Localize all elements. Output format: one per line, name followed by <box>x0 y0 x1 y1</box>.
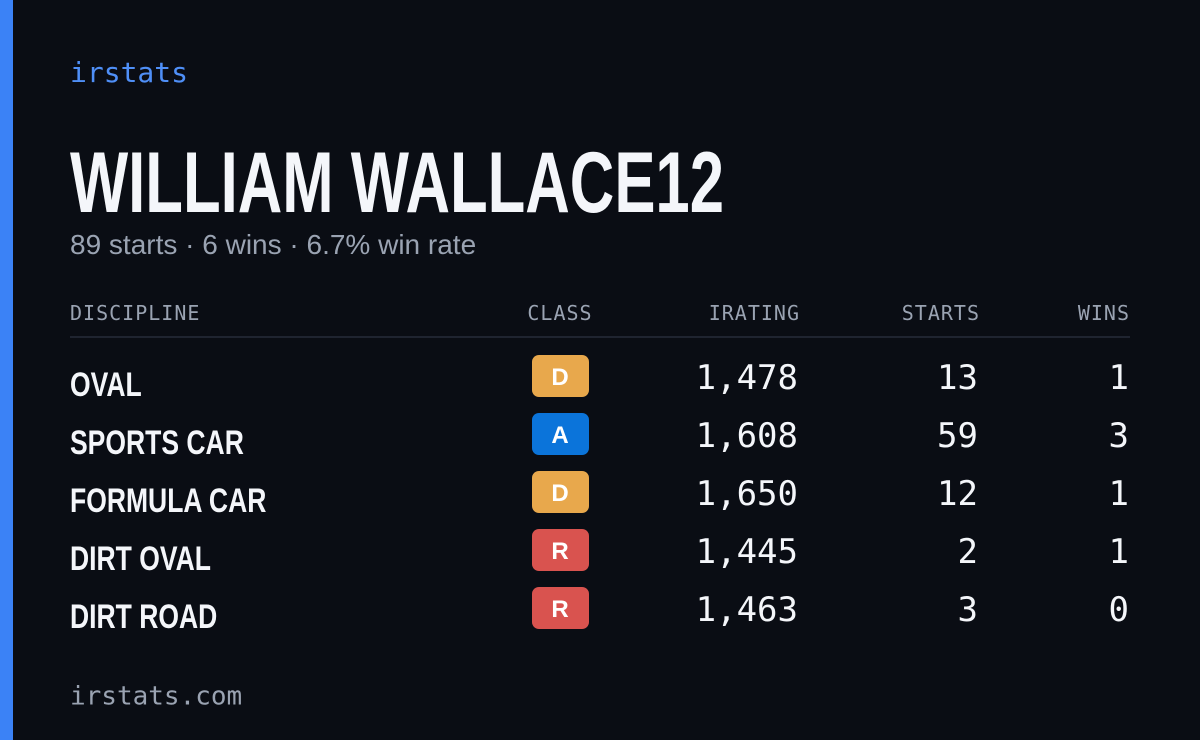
wins: 1 <box>1109 474 1129 514</box>
table-row: FORMULA CAR D 1,650 12 1 <box>70 471 1129 520</box>
irating: 1,650 <box>696 474 798 514</box>
class-letter: R <box>551 596 568 623</box>
class-letter: D <box>551 480 568 507</box>
class-badge <box>532 587 589 629</box>
starts: 59 <box>937 416 978 456</box>
irating: 1,478 <box>696 358 798 398</box>
class-letter: R <box>551 538 568 565</box>
discipline: DIRT ROAD <box>70 598 217 636</box>
table-row: SPORTS CAR A 1,608 59 3 <box>70 413 1129 462</box>
starts: 12 <box>937 474 978 514</box>
wins: 3 <box>1109 416 1129 456</box>
column-header: STARTS <box>902 301 980 325</box>
column-header: DISCIPLINE <box>70 301 200 325</box>
brand: irstats <box>70 56 188 89</box>
starts: 3 <box>958 590 978 630</box>
table-row: DIRT ROAD R 1,463 3 0 <box>70 587 1129 636</box>
starts: 2 <box>958 532 978 572</box>
starts: 13 <box>937 358 978 398</box>
table-row: DIRT OVAL R 1,445 2 1 <box>70 529 1129 578</box>
discipline: DIRT OVAL <box>70 540 211 578</box>
driver-name: WILLIAM WALLACE12 <box>70 135 724 231</box>
table-row: OVAL D 1,478 13 1 <box>70 355 1129 404</box>
discipline: SPORTS CAR <box>70 424 244 462</box>
class-badge <box>532 413 589 455</box>
accent-bar <box>0 0 13 740</box>
irating: 1,463 <box>696 590 798 630</box>
footer: irstats.com <box>70 682 242 712</box>
column-header: IRATING <box>709 301 800 325</box>
class-badge <box>532 355 589 397</box>
column-header: WINS <box>1078 301 1130 325</box>
class-letter: D <box>551 364 568 391</box>
wins: 1 <box>1109 358 1129 398</box>
column-header: CLASS <box>527 301 592 325</box>
class-badge <box>532 471 589 513</box>
wins: 0 <box>1109 590 1129 630</box>
irating: 1,445 <box>696 532 798 572</box>
class-badge <box>532 529 589 571</box>
wins: 1 <box>1109 532 1129 572</box>
class-letter: A <box>551 422 568 449</box>
driver-summary: 89 starts · 6 wins · 6.7% win rate <box>70 229 476 260</box>
discipline: OVAL <box>70 366 142 404</box>
discipline: FORMULA CAR <box>70 482 266 520</box>
irating: 1,608 <box>696 416 798 456</box>
